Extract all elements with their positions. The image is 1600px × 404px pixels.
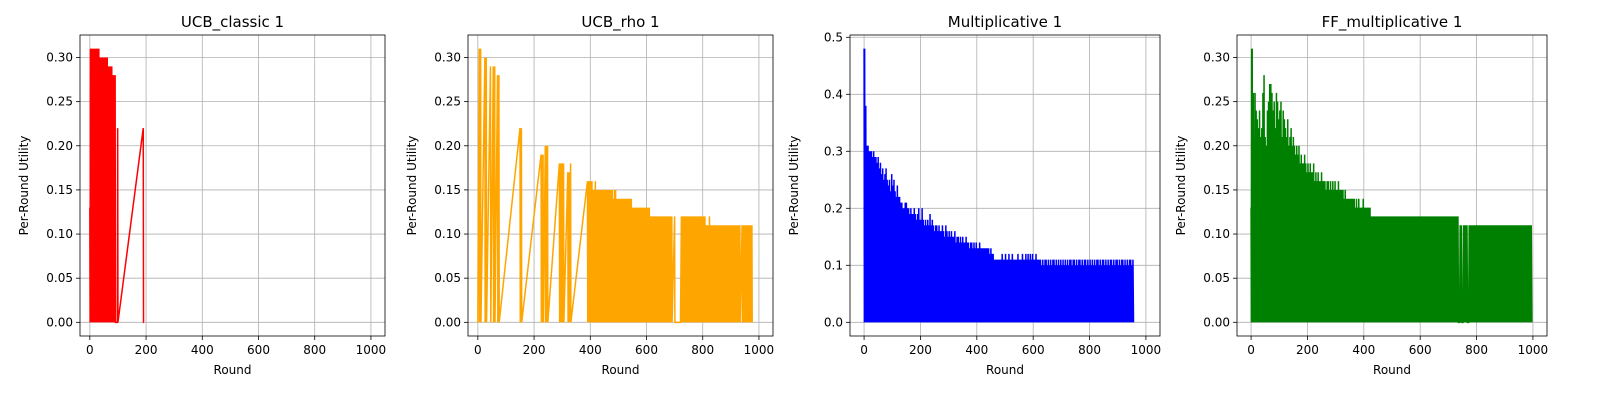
y-tick-label: 0.20 [1203, 139, 1230, 153]
x-axis-label: Round [1373, 363, 1411, 377]
x-axis-label: Round [602, 363, 640, 377]
plot-frame [467, 34, 774, 337]
x-tick-label: 0 [474, 343, 482, 357]
y-tick-label: 0.3 [824, 144, 843, 158]
x-tick-label: 200 [523, 343, 546, 357]
x-tick-label: 800 [1078, 343, 1101, 357]
y-tick-label: 0.15 [1203, 183, 1230, 197]
x-axis-label: Round [214, 363, 252, 377]
y-tick-label: 0.10 [46, 227, 73, 241]
chart-title: UCB_classic 1 [181, 13, 284, 32]
plot-frame [1236, 34, 1548, 337]
x-tick-label: 0 [860, 343, 868, 357]
series-line [1250, 48, 1533, 324]
y-tick-label: 0.1 [824, 258, 843, 272]
y-axis-label: Per-Round Utility [1174, 136, 1188, 236]
plot-frame [849, 34, 1161, 337]
y-tick-label: 0.30 [46, 51, 73, 65]
y-tick-label: 0.05 [46, 271, 73, 285]
series-line [863, 48, 1135, 323]
x-tick-label: 800 [303, 343, 326, 357]
y-tick-label: 0.15 [46, 183, 73, 197]
x-tick-label: 800 [1465, 343, 1488, 357]
y-tick-label: 0.25 [46, 95, 73, 109]
chart-title: UCB_rho 1 [581, 13, 659, 32]
x-tick-label: 400 [965, 343, 988, 357]
subplot-1: 0 200 400 600 800 1000 0.00 0.05 0.10 0.15 0.20 0.2… [17, 13, 386, 377]
chart-title: FF_multiplicative 1 [1322, 13, 1463, 32]
y-tick-label: 0.20 [434, 139, 461, 153]
y-axis-label: Per-Round Utility [405, 136, 419, 236]
y-tick-label: 0.15 [434, 183, 461, 197]
subplot-2: 0 200 400 600 800 1000 0.00 0.05 0.10 0.15 0.20 0.2… [405, 13, 774, 377]
x-axis-label: Round [986, 363, 1024, 377]
y-tick-label: 0.20 [46, 139, 73, 153]
y-axis-label: Per-Round Utility [17, 136, 31, 236]
y-tick-label: 0.30 [434, 51, 461, 65]
series-line [477, 48, 753, 324]
x-tick-label: 400 [191, 343, 214, 357]
y-tick-label: 0.25 [1203, 95, 1230, 109]
y-tick-label: 0.10 [434, 227, 461, 241]
y-tick-label: 0.00 [46, 315, 73, 329]
y-tick-label: 0.0 [824, 315, 843, 329]
chart-title: Multiplicative 1 [948, 13, 1062, 31]
x-tick-label: 600 [1409, 343, 1432, 357]
x-tick-label: 600 [1022, 343, 1045, 357]
subplot-3: 0 200 400 600 800 1000 0.0 0.1 0.2 0.3 0.4 0.5 Multi… [787, 13, 1161, 377]
x-tick-label: 600 [635, 343, 658, 357]
y-tick-label: 0.05 [434, 271, 461, 285]
x-tick-label: 1000 [1518, 343, 1549, 357]
subplot-4: 0 200 400 600 800 1000 0.00 0.05 0.10 0.15 0.20 0.2… [1174, 13, 1548, 377]
y-tick-label: 0.4 [824, 87, 843, 101]
x-tick-label: 400 [579, 343, 602, 357]
x-tick-label: 1000 [356, 343, 387, 357]
y-tick-label: 0.00 [434, 315, 461, 329]
x-tick-label: 1000 [744, 343, 775, 357]
series-line [89, 48, 145, 324]
x-tick-label: 200 [135, 343, 158, 357]
x-tick-label: 800 [691, 343, 714, 357]
y-tick-label: 0.05 [1203, 271, 1230, 285]
x-tick-label: 200 [1296, 343, 1319, 357]
y-tick-label: 0.10 [1203, 227, 1230, 241]
y-axis-label: Per-Round Utility [787, 136, 801, 236]
y-tick-label: 0.25 [434, 95, 461, 109]
x-tick-label: 200 [909, 343, 932, 357]
y-tick-label: 0.2 [824, 201, 843, 215]
x-tick-label: 600 [247, 343, 270, 357]
y-tick-label: 0.30 [1203, 51, 1230, 65]
y-tick-label: 0.5 [824, 30, 843, 44]
plot-frame [79, 34, 386, 337]
x-tick-label: 0 [1247, 343, 1255, 357]
x-tick-label: 1000 [1131, 343, 1162, 357]
y-tick-label: 0.00 [1203, 315, 1230, 329]
x-tick-label: 0 [86, 343, 94, 357]
x-tick-label: 400 [1352, 343, 1375, 357]
